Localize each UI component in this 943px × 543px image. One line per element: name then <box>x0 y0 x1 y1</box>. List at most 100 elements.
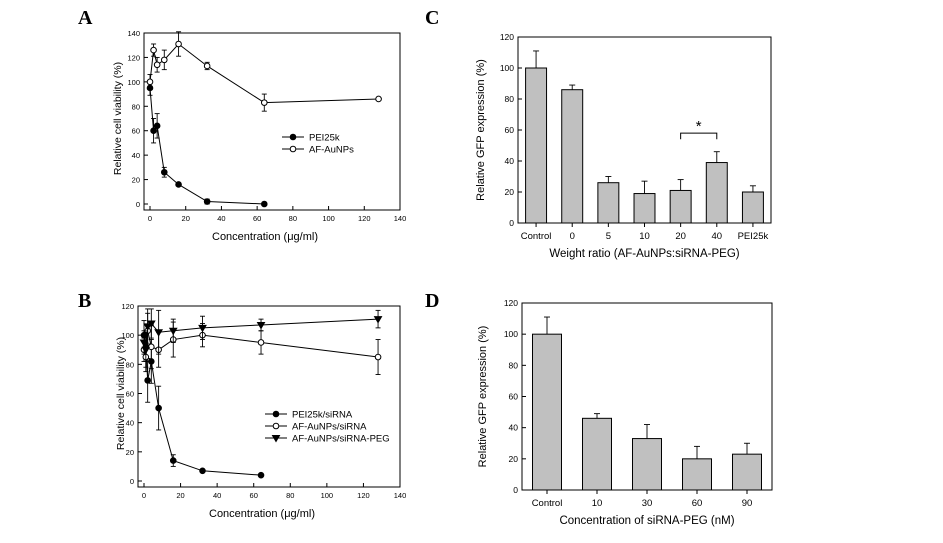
x-tick-label-D: 90 <box>742 498 753 509</box>
bar-D-4 <box>732 453 762 491</box>
x-tick-label-C: 40 <box>711 231 722 242</box>
bar-C-1 <box>561 89 584 224</box>
data-point <box>203 62 211 70</box>
chart-panel-a: 0 20 40 60 80 100 120 140 0 20 40 60 80 100 120 140 Conc… <box>112 29 406 243</box>
x-tick-label-C: 0 <box>570 231 575 242</box>
x-tick-label-C: 20 <box>675 231 686 242</box>
legend-B: PEI25k/siRNAAF-AuNPs/siRNAAF-AuNPs/siRNA… <box>265 410 390 445</box>
y-tick-label-B: 100 <box>121 331 134 340</box>
data-point <box>257 339 265 346</box>
data-point <box>155 404 162 412</box>
data-point <box>260 99 268 106</box>
bar-C-4 <box>669 189 692 224</box>
y-tick-label-A: 80 <box>132 102 140 111</box>
x-axis-title-B: Concentration (μg/ml) <box>209 508 315 520</box>
x-tick-label-A: 20 <box>182 214 190 223</box>
bar-D-2 <box>632 438 662 491</box>
y-tick-label-D: 60 <box>509 392 519 402</box>
x-tick-label-A: 80 <box>289 214 297 223</box>
bar-C-0 <box>525 67 548 224</box>
data-point <box>153 61 161 69</box>
y-tick-label-B: 40 <box>126 419 134 428</box>
x-tick-label-A: 120 <box>358 214 371 223</box>
series-line-A-0 <box>149 87 265 205</box>
y-tick-label-A: 40 <box>132 151 140 160</box>
y-tick-label-C: 100 <box>500 63 514 73</box>
legend-marker <box>289 133 297 141</box>
bar-D-1 <box>582 417 612 491</box>
y-tick-label-A: 100 <box>127 78 140 87</box>
x-tick-label-B: 0 <box>142 491 146 500</box>
legend-label: AF-AuNPs/siRNA <box>292 422 367 433</box>
y-tick-label-C: 0 <box>509 218 514 228</box>
legend-label: PEI25k <box>309 133 340 144</box>
bar-D-0 <box>532 333 562 491</box>
data-point <box>175 181 182 188</box>
panel-label-c: C <box>425 7 439 29</box>
y-axis-title-A: Relative cell viability (%) <box>112 62 124 175</box>
legend-label: AF-AuNPs/siRNA-PEG <box>292 434 390 445</box>
chart-panel-d: 0 20 40 60 80 100 120 Control 10 30 60 90 Concentrat… <box>477 298 773 527</box>
y-tick-label-D: 40 <box>509 423 519 433</box>
data-point <box>203 198 211 205</box>
y-tick-label-D: 120 <box>504 298 518 308</box>
data-point <box>375 95 382 103</box>
data-point <box>160 168 168 176</box>
x-tick-label-A: 100 <box>322 214 335 223</box>
x-tick-label-D: Control <box>532 498 563 509</box>
data-point <box>374 353 382 361</box>
x-tick-label-B: 20 <box>176 491 184 500</box>
y-tick-label-B: 60 <box>126 390 134 399</box>
significance-bracket <box>680 132 718 140</box>
data-point <box>175 40 182 48</box>
data-point <box>256 321 266 330</box>
bar-D-3 <box>682 458 712 491</box>
x-axis-title-C: Weight ratio (AF-AuNPs:siRNA-PEG) <box>549 248 739 260</box>
x-tick-label-B: 120 <box>357 491 370 500</box>
y-tick-label-B: 20 <box>126 448 134 457</box>
data-point <box>143 323 153 331</box>
x-tick-label-D: 30 <box>642 498 653 509</box>
data-point <box>169 457 177 464</box>
data-point <box>141 346 151 355</box>
x-tick-label-A: 140 <box>394 214 407 223</box>
y-tick-label-C: 20 <box>505 187 515 197</box>
y-axis-title-B: Relative cell viability (%) <box>115 337 127 450</box>
x-tick-label-C: PEI25k <box>738 231 769 242</box>
data-point <box>150 46 157 54</box>
x-tick-label-B: 100 <box>321 491 334 500</box>
y-tick-label-C: 60 <box>505 125 515 135</box>
data-point <box>144 377 151 384</box>
y-tick-label-A: 120 <box>127 53 140 62</box>
data-point <box>257 471 265 479</box>
y-tick-label-C: 40 <box>505 156 515 166</box>
x-tick-label-C: Control <box>521 231 552 242</box>
panel-label-b: B <box>78 290 91 312</box>
panel-label-a: A <box>78 7 93 29</box>
chart-panel-b: 0 20 40 60 80 100 120 140 0 20 40 60 80 100 120 Concent… <box>115 302 406 520</box>
bar-C-2 <box>597 182 620 224</box>
data-point <box>198 324 207 333</box>
data-point <box>150 127 157 135</box>
data-point <box>146 320 156 328</box>
panel-label-d: D <box>425 290 439 312</box>
data-point <box>146 78 154 86</box>
x-tick-label-B: 60 <box>250 491 258 500</box>
series-line-B-0 <box>143 335 262 476</box>
data-point <box>154 329 163 337</box>
bar-C-5 <box>705 162 728 224</box>
y-tick-label-C: 120 <box>500 32 514 42</box>
x-tick-label-D: 60 <box>692 498 703 509</box>
legend-label: PEI25k/siRNA <box>292 410 353 421</box>
y-tick-label-B: 120 <box>121 302 134 311</box>
bar-C-6 <box>741 191 764 224</box>
data-point <box>139 339 149 347</box>
y-tick-label-A: 20 <box>132 176 140 185</box>
x-tick-label-A: 60 <box>253 214 261 223</box>
y-tick-label-A: 0 <box>136 200 140 209</box>
y-axis-title-D: Relative GFP expression (%) <box>477 326 489 468</box>
x-tick-label-B: 40 <box>213 491 221 500</box>
data-point <box>199 467 206 475</box>
bar-C-3 <box>633 193 656 224</box>
